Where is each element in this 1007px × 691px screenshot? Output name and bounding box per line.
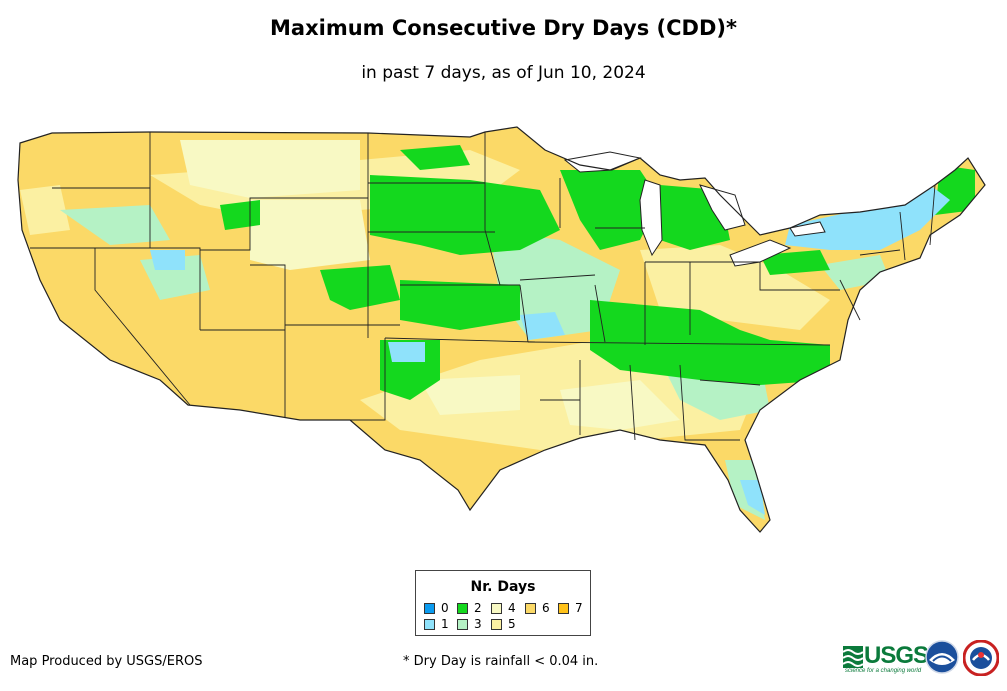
legend-item-1: 1	[424, 617, 449, 631]
legend-item-3: 3	[457, 617, 482, 631]
map-subtitle: in past 7 days, as of Jun 10, 2024	[361, 63, 646, 83]
legend-label-1: 1	[441, 617, 449, 631]
legend-title: Nr. Days	[470, 579, 536, 595]
legend-item-6: 6	[525, 601, 550, 615]
usgs-logo: USGS	[864, 642, 929, 669]
cdd-shading	[18, 127, 985, 532]
legend-label-5: 5	[508, 617, 516, 631]
legend-item-7: 7	[558, 601, 583, 615]
legend-label-4: 4	[508, 601, 516, 615]
legend-swatch-0	[424, 602, 435, 614]
legend-label-3: 3	[474, 617, 482, 631]
legend-item-0: 0	[424, 601, 449, 615]
legend-label-7: 7	[575, 601, 583, 615]
great-lakes	[563, 151, 826, 267]
usgs-wave-icon	[843, 646, 863, 668]
map-title: Maximum Consecutive Dry Days (CDD)*	[270, 16, 737, 40]
legend-swatch-4	[491, 602, 502, 614]
state-borders	[30, 132, 936, 441]
legend: Nr. Days 0 1 2 3 4 5 6 7	[415, 570, 591, 636]
legend-swatch-6	[525, 602, 536, 614]
legend-swatch-7	[558, 602, 569, 614]
usgs-tagline: science for a changing world	[845, 668, 922, 674]
noaa-logo-icon	[925, 640, 959, 674]
cdd-map	[17, 126, 986, 533]
legend-label-2: 2	[474, 601, 482, 615]
us-outline	[17, 126, 986, 533]
legend-swatch-5	[491, 618, 502, 630]
legend-swatch-2	[457, 602, 468, 614]
legend-label-0: 0	[441, 601, 449, 615]
dry-day-footnote: * Dry Day is rainfall < 0.04 in.	[403, 654, 599, 669]
legend-item-4: 4	[491, 601, 516, 615]
agency-logos: USGS science for a changing world	[843, 638, 1003, 678]
legend-label-6: 6	[542, 601, 550, 615]
legend-item-5: 5	[491, 617, 516, 631]
legend-swatch-3	[457, 618, 468, 630]
legend-item-2: 2	[457, 601, 482, 615]
nws-logo-icon	[963, 640, 999, 676]
legend-swatch-1	[424, 618, 435, 630]
map-credit: Map Produced by USGS/EROS	[10, 654, 203, 669]
